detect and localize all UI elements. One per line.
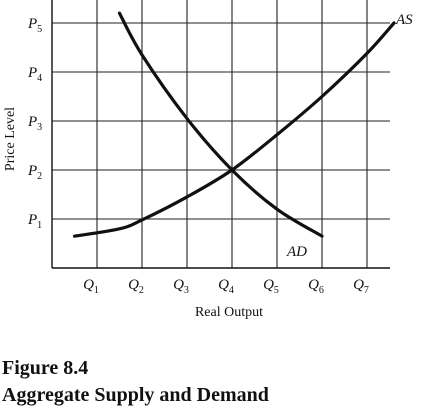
y-tick-subscript: 2	[37, 171, 42, 182]
curve-label-ad: AD	[286, 244, 307, 260]
x-tick-subscript: 7	[364, 285, 369, 296]
y-tick-label: P5	[27, 16, 42, 35]
x-tick-label: Q2	[128, 277, 144, 296]
x-tick-label: Q6	[308, 277, 324, 296]
x-tick-subscript: 5	[274, 285, 279, 296]
x-tick-subscript: 4	[229, 285, 234, 296]
x-tick-subscript: 2	[139, 285, 144, 296]
y-tick-subscript: 5	[37, 24, 42, 35]
y-tick-label: P2	[27, 163, 42, 182]
x-tick-label: Q4	[218, 277, 234, 296]
y-tick-label: P1	[27, 212, 42, 231]
chart-grid	[52, 0, 390, 268]
figure-number: Figure 8.4	[2, 357, 89, 379]
x-tick-subscript: 1	[94, 285, 99, 296]
x-tick-label: Q5	[263, 277, 279, 296]
y-tick-label: P3	[27, 114, 42, 133]
chart-axes	[51, 0, 390, 269]
y-axis-label: Price Level	[3, 107, 18, 171]
curve-ad	[117, 11, 324, 238]
x-tick-subscript: 6	[319, 285, 324, 296]
x-tick-subscript: 3	[184, 285, 189, 296]
curve-labels: AS AD	[286, 12, 413, 260]
chart-curves	[72, 11, 396, 238]
figure-title: Aggregate Supply and Demand	[2, 384, 269, 406]
y-tick-subscript: 4	[37, 73, 42, 84]
y-tick-labels: P1 P2 P3 P4 P5	[27, 16, 42, 231]
y-tick-subscript: 3	[37, 122, 42, 133]
x-tick-label: Q7	[353, 277, 369, 296]
y-tick-label: P4	[27, 65, 42, 84]
x-tick-label: Q3	[173, 277, 189, 296]
x-axis-label: Real Output	[195, 305, 263, 320]
y-tick-subscript: 1	[37, 220, 42, 231]
x-tick-labels: Q1 Q2 Q3 Q4 Q5 Q6 Q7	[83, 277, 369, 296]
curve-as	[72, 21, 396, 238]
supply-demand-chart: P1 P2 P3 P4 P5 Q1 Q2 Q3 Q4 Q5 Q6 Q7 AS AD Price Lev…	[3, 0, 413, 320]
x-tick-label: Q1	[83, 277, 99, 296]
curve-label-as: AS	[395, 12, 413, 28]
